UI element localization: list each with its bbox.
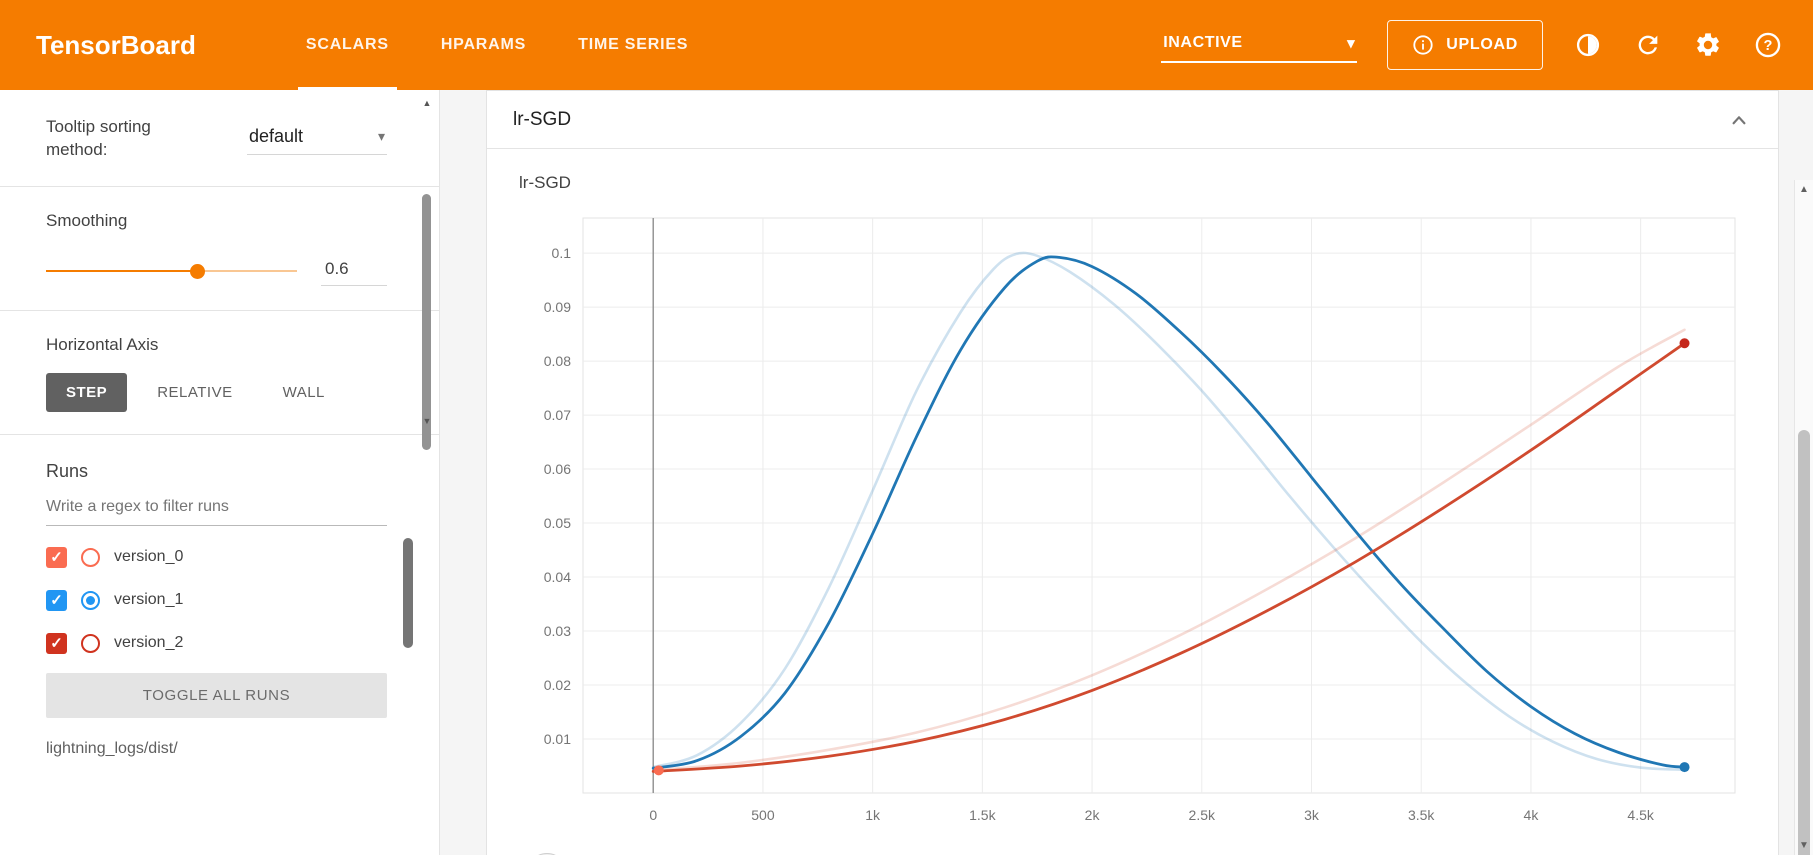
tooltip-sorting-label: Tooltip sorting method: xyxy=(46,117,151,159)
app-logo: TensorBoard xyxy=(36,29,196,60)
chevron-down-icon: ▾ xyxy=(1347,34,1356,52)
runs-panel: Runs ✓ version_0 ✓ version_1 ✓ version_2 xyxy=(0,435,439,758)
svg-text:0.03: 0.03 xyxy=(544,623,571,639)
info-icon xyxy=(1413,35,1433,55)
svg-text:0.01: 0.01 xyxy=(544,731,571,747)
svg-text:2.5k: 2.5k xyxy=(1189,807,1216,823)
scroll-up-icon[interactable]: ▲ xyxy=(422,98,432,108)
smoothing-label: Smoothing xyxy=(46,210,128,230)
tooltip-sorting-value: default xyxy=(249,126,304,147)
axis-step-button[interactable]: STEP xyxy=(46,372,128,412)
svg-text:0.04: 0.04 xyxy=(544,569,571,585)
svg-text:3k: 3k xyxy=(1304,807,1320,823)
collapse-chevron-up-icon[interactable] xyxy=(1726,107,1752,133)
svg-text:3.5k: 3.5k xyxy=(1408,807,1435,823)
smoothing-value-input[interactable]: 0.6 xyxy=(321,257,387,286)
axis-relative-button[interactable]: RELATIVE xyxy=(157,383,233,401)
scroll-up-icon[interactable]: ▲ xyxy=(1799,184,1809,195)
svg-text:0.08: 0.08 xyxy=(544,353,571,369)
tab-scalars[interactable]: SCALARS xyxy=(280,0,415,90)
svg-text:0.05: 0.05 xyxy=(544,515,571,531)
scroll-down-icon[interactable]: ▼ xyxy=(1799,840,1809,851)
settings-sidebar: Tooltip sorting method: default ▾ Smooth… xyxy=(0,90,440,855)
refresh-icon[interactable] xyxy=(1633,30,1663,60)
svg-text:4k: 4k xyxy=(1524,807,1540,823)
scrollbar-thumb[interactable] xyxy=(1798,430,1810,855)
main-content: lr-SGD lr-SGD 0.01 0.02 0.03 0.04 0.05 0.06 0.… xyxy=(440,90,1813,855)
runs-scrollbar-thumb[interactable] xyxy=(403,537,413,648)
svg-text:0.06: 0.06 xyxy=(544,461,571,477)
chart-toolbar xyxy=(527,853,1760,855)
toggle-all-runs-button[interactable]: TOGGLE ALL RUNS xyxy=(46,672,387,718)
tab-bar: SCALARS HPARAMS TIME SERIES xyxy=(280,0,714,90)
divider xyxy=(0,309,439,311)
svg-text:0: 0 xyxy=(649,807,657,823)
line-chart[interactable]: 0.01 0.02 0.03 0.04 0.05 0.06 0.07 0.08 0.09 0.1 0… xyxy=(505,203,1760,843)
run-row[interactable]: ✓ version_1 xyxy=(46,579,387,622)
chevron-down-icon: ▾ xyxy=(377,128,385,145)
svg-text:0.09: 0.09 xyxy=(544,299,571,315)
check-icon: ✓ xyxy=(50,548,63,566)
run-radio[interactable] xyxy=(81,590,100,610)
run-checkbox[interactable]: ✓ xyxy=(46,589,67,611)
check-icon: ✓ xyxy=(50,591,63,609)
run-checkbox[interactable]: ✓ xyxy=(46,546,67,568)
runs-list: ✓ version_0 ✓ version_1 ✓ version_2 xyxy=(46,536,413,665)
smoothing-slider-thumb[interactable] xyxy=(189,264,205,280)
card-header[interactable]: lr-SGD xyxy=(487,91,1778,149)
upload-label: UPLOAD xyxy=(1446,36,1518,53)
card-title: lr-SGD xyxy=(513,108,572,130)
run-checkbox[interactable]: ✓ xyxy=(46,632,67,654)
scrollbar-thumb[interactable] xyxy=(422,194,431,450)
svg-text:1k: 1k xyxy=(865,807,881,823)
card-body: lr-SGD 0.01 0.02 0.03 0.04 0.05 0.06 0.07 0.08 0… xyxy=(487,149,1778,855)
horizontal-axis-label: Horizontal Axis xyxy=(46,334,159,354)
upload-button[interactable]: UPLOAD xyxy=(1387,20,1543,70)
app-header: TensorBoard SCALARS HPARAMS TIME SERIES … xyxy=(0,0,1813,90)
status-dropdown[interactable]: INACTIVE ▾ xyxy=(1161,28,1358,63)
help-icon[interactable]: ? xyxy=(1753,30,1783,60)
svg-text:0.07: 0.07 xyxy=(544,407,571,423)
svg-text:500: 500 xyxy=(751,807,775,823)
settings-scrollbar[interactable]: ▲ ▼ xyxy=(419,98,435,450)
axis-wall-button[interactable]: WALL xyxy=(282,383,325,401)
runs-filter-input[interactable] xyxy=(46,481,387,526)
tooltip-sorting-select[interactable]: default ▾ xyxy=(247,122,387,156)
tab-time-series[interactable]: TIME SERIES xyxy=(578,36,689,53)
svg-text:2k: 2k xyxy=(1085,807,1101,823)
header-actions: INACTIVE ▾ UPLOAD xyxy=(1161,0,1783,90)
status-dropdown-value: INACTIVE xyxy=(1163,33,1243,51)
page-scrollbar[interactable]: ▲ ▼ xyxy=(1794,180,1813,855)
run-row[interactable]: ✓ version_0 xyxy=(46,536,387,579)
run-name: version_2 xyxy=(114,634,184,652)
tab-hparams[interactable]: HPARAMS xyxy=(440,36,527,53)
smoothing-slider[interactable] xyxy=(46,263,297,280)
svg-text:0.02: 0.02 xyxy=(544,677,571,693)
scroll-down-icon[interactable]: ▼ xyxy=(422,415,432,426)
run-radio[interactable] xyxy=(81,547,100,567)
svg-text:0.1: 0.1 xyxy=(552,245,572,261)
chart-title: lr-SGD xyxy=(519,173,571,192)
divider xyxy=(0,433,439,435)
smoothing-slider-fill xyxy=(46,270,197,273)
settings-gear-icon[interactable] xyxy=(1693,30,1723,60)
general-settings-panel: Tooltip sorting method: default ▾ Smooth… xyxy=(0,90,439,450)
svg-text:4.5k: 4.5k xyxy=(1627,807,1654,823)
svg-text:?: ? xyxy=(1764,38,1773,54)
theme-toggle-icon[interactable] xyxy=(1573,30,1603,60)
log-directory-label: lightning_logs/dist/ xyxy=(46,739,178,757)
runs-title: Runs xyxy=(46,460,89,481)
divider xyxy=(0,185,439,187)
run-name: version_0 xyxy=(114,548,184,566)
scalar-card: lr-SGD lr-SGD 0.01 0.02 0.03 0.04 0.05 0.06 0.… xyxy=(486,90,1779,855)
svg-text:1.5k: 1.5k xyxy=(969,807,996,823)
run-name: version_1 xyxy=(114,591,184,609)
check-icon: ✓ xyxy=(50,634,63,652)
run-radio[interactable] xyxy=(81,633,100,653)
run-row[interactable]: ✓ version_2 xyxy=(46,622,387,665)
